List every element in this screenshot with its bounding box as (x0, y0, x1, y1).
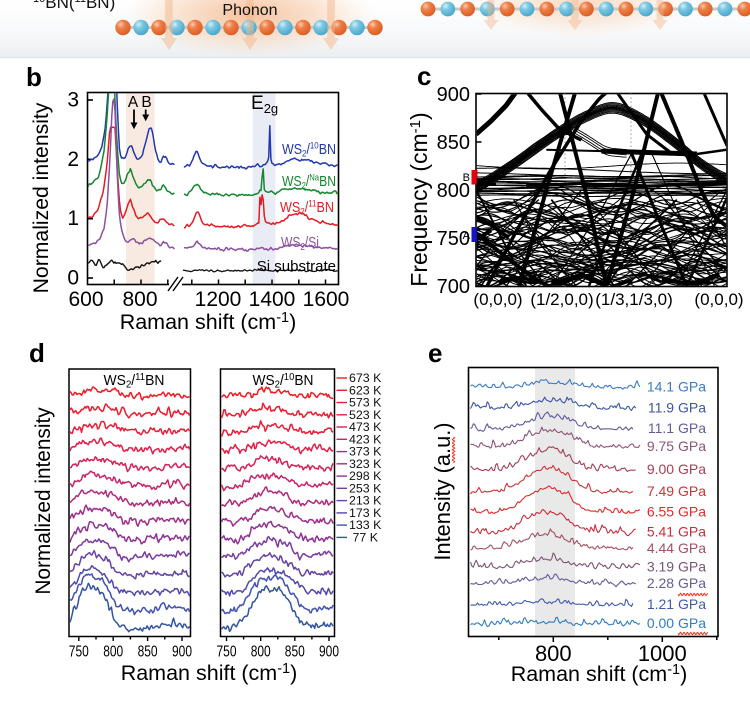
svg-text:11.9 GPa: 11.9 GPa (648, 400, 706, 416)
svg-text:213 K: 213 K (349, 494, 382, 508)
svg-text:WS2/10BN: WS2/10BN (282, 141, 336, 160)
svg-text:673 K: 673 K (349, 371, 382, 385)
svg-text:Normalized intensity: Normalized intensity (30, 102, 53, 293)
svg-text:423 K: 423 K (349, 432, 382, 446)
svg-text:77 K: 77 K (353, 530, 379, 544)
svg-text:800: 800 (103, 644, 123, 661)
svg-text:800: 800 (122, 288, 157, 311)
svg-text:800: 800 (437, 180, 470, 202)
svg-text:(0,0,0): (0,0,0) (694, 290, 743, 309)
svg-text:900: 900 (437, 84, 470, 106)
svg-text:Intensity (a.u.): Intensity (a.u.) (430, 422, 455, 560)
svg-text:800: 800 (535, 641, 572, 666)
svg-text:Raman shift (cm-1): Raman shift (cm-1) (511, 662, 688, 686)
svg-text:10BN(11BN): 10BN(11BN) (33, 0, 115, 12)
svg-text:3: 3 (67, 89, 79, 112)
svg-text:800: 800 (251, 644, 271, 661)
svg-text:A: A (128, 94, 139, 111)
svg-text:6.55 GPa: 6.55 GPa (647, 504, 706, 520)
svg-text:850: 850 (138, 644, 158, 661)
svg-text:c: c (417, 61, 431, 91)
svg-text:0.00 GPa: 0.00 GPa (647, 615, 706, 631)
svg-text:173 K: 173 K (349, 506, 382, 520)
svg-text:323 K: 323 K (349, 457, 382, 471)
svg-text:4.44 GPa: 4.44 GPa (647, 540, 706, 556)
svg-text:14.1 GPa: 14.1 GPa (647, 379, 706, 395)
svg-text:(1/3,1/3,0): (1/3,1/3,0) (595, 290, 673, 309)
svg-text:5.41 GPa: 5.41 GPa (647, 524, 706, 540)
svg-text:600: 600 (68, 288, 103, 311)
svg-text:9.75 GPa: 9.75 GPa (647, 438, 706, 454)
svg-text:1400: 1400 (249, 288, 296, 311)
svg-text:d: d (29, 338, 45, 368)
svg-text:Raman shift (cm-1): Raman shift (cm-1) (121, 661, 298, 685)
svg-text:253 K: 253 K (349, 481, 382, 495)
svg-text:2: 2 (67, 148, 79, 171)
svg-text:750: 750 (217, 644, 237, 661)
svg-text:473 K: 473 K (349, 420, 382, 434)
svg-text:750: 750 (437, 228, 470, 250)
svg-text:WS2/11BN: WS2/11BN (104, 372, 165, 391)
svg-text:900: 900 (319, 644, 339, 661)
svg-text:b: b (26, 62, 42, 92)
svg-text:700: 700 (437, 276, 470, 298)
svg-text:7.49 GPa: 7.49 GPa (647, 483, 706, 499)
svg-text:3.19 GPa: 3.19 GPa (647, 558, 706, 574)
svg-text:850: 850 (437, 132, 470, 154)
svg-text:900: 900 (172, 644, 192, 661)
svg-text:523 K: 523 K (349, 408, 382, 422)
svg-text:WS2/NaBN: WS2/NaBN (282, 173, 336, 192)
svg-text:1000: 1000 (638, 641, 687, 666)
svg-text:A: A (463, 230, 471, 242)
svg-text:623 K: 623 K (349, 383, 382, 397)
svg-text:Raman shift (cm-1): Raman shift (cm-1) (120, 310, 297, 334)
svg-text:0: 0 (67, 267, 79, 290)
svg-text:1: 1 (67, 207, 79, 230)
svg-text:11.1 GPa: 11.1 GPa (648, 420, 706, 436)
svg-text:573 K: 573 K (349, 396, 382, 410)
svg-text:B: B (141, 94, 151, 111)
svg-text:1.21 GPa: 1.21 GPa (647, 596, 706, 612)
svg-text:298 K: 298 K (349, 469, 382, 483)
svg-text:Phonon: Phonon (222, 2, 277, 19)
svg-text:Si substrate: Si substrate (257, 258, 336, 275)
svg-text:B: B (463, 172, 470, 184)
svg-text:1600: 1600 (303, 288, 350, 311)
svg-text:850: 850 (285, 644, 305, 661)
svg-text:750: 750 (69, 644, 89, 661)
svg-text:373 K: 373 K (349, 445, 382, 459)
svg-text:WS2/Si: WS2/Si (281, 234, 319, 253)
svg-text:(1/2,0,0): (1/2,0,0) (530, 290, 593, 309)
svg-text:2.28 GPa: 2.28 GPa (647, 575, 706, 591)
svg-text:1200: 1200 (195, 288, 242, 311)
svg-text:(0,0,0): (0,0,0) (473, 290, 522, 309)
svg-text:e: e (428, 338, 442, 368)
svg-text:Normalized intensity: Normalized intensity (32, 407, 55, 595)
svg-text:9.00 GPa: 9.00 GPa (647, 461, 706, 477)
svg-text:133 K: 133 K (349, 518, 382, 532)
svg-text:Frequency (cm-1): Frequency (cm-1) (406, 112, 432, 286)
svg-text:WS2/10BN: WS2/10BN (253, 372, 314, 391)
svg-text:WS2/11BN: WS2/11BN (280, 199, 334, 218)
